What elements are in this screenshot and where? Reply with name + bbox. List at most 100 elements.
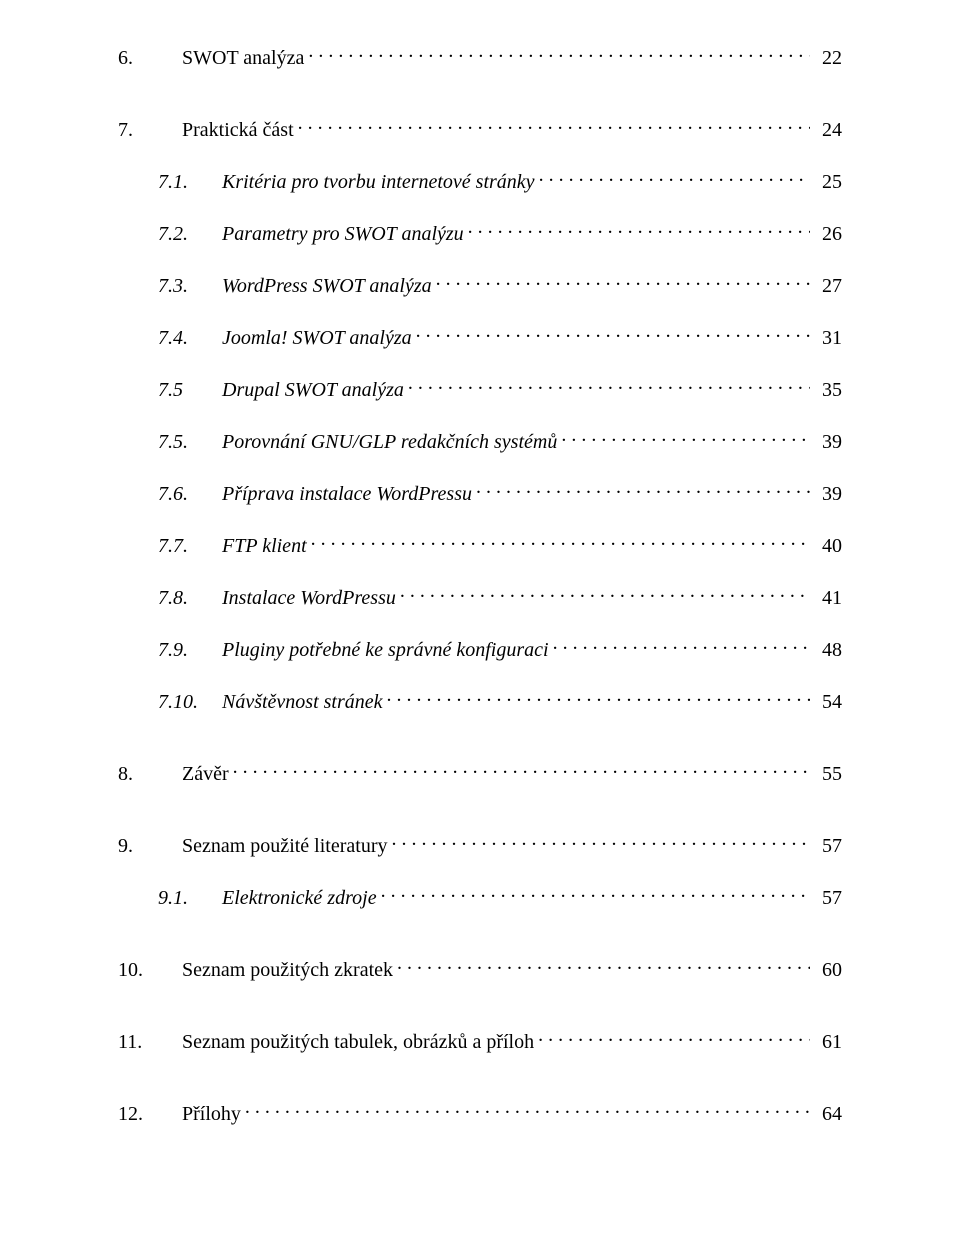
toc-entry-title: WordPress SWOT analýza xyxy=(222,273,432,299)
toc-entry-title: Porovnání GNU/GLP redakčních systémů xyxy=(222,429,557,455)
toc-entry-title: Kritéria pro tvorbu internetové stránky xyxy=(222,169,535,195)
toc-entry-title: FTP klient xyxy=(222,533,307,559)
toc-entry-number: 7.7. xyxy=(158,533,222,559)
toc-entry: 7.5Drupal SWOT analýza35 xyxy=(118,374,842,403)
toc-entry-number: 9. xyxy=(118,833,182,859)
section-gap xyxy=(118,1078,842,1098)
toc-leader-dots xyxy=(416,322,810,344)
toc-entry: 7.6.Příprava instalace WordPressu 39 xyxy=(118,478,842,507)
toc-leader-dots xyxy=(408,374,810,396)
toc-list: 6.SWOT analýza22 7.Praktická část 24 7.1.Kr… xyxy=(118,42,842,1127)
toc-leader-dots xyxy=(561,426,810,448)
toc-entry-number: 7.10. xyxy=(158,689,222,715)
toc-entry-number: 7.5. xyxy=(158,429,222,455)
toc-entry-title: Instalace WordPressu xyxy=(222,585,396,611)
toc-leader-dots xyxy=(233,758,810,780)
toc-entry-number: 7.3. xyxy=(158,273,222,299)
toc-leader-dots xyxy=(468,218,810,240)
section-gap xyxy=(118,94,842,114)
toc-entry-page: 24 xyxy=(814,117,842,143)
toc-entry-number: 7.1. xyxy=(158,169,222,195)
toc-leader-dots xyxy=(387,686,810,708)
toc-entry: 7.1.Kritéria pro tvorbu internetové strá… xyxy=(118,166,842,195)
section-gap xyxy=(118,934,842,954)
toc-entry-number: 11. xyxy=(118,1029,182,1055)
toc-entry: 7.Praktická část 24 xyxy=(118,114,842,143)
toc-entry-title: Parametry pro SWOT analýzu xyxy=(222,221,464,247)
toc-entry-title: Návštěvnost stránek xyxy=(222,689,383,715)
toc-entry-title: Příprava instalace WordPressu xyxy=(222,481,472,507)
toc-leader-dots xyxy=(553,634,810,656)
toc-leader-dots xyxy=(298,114,810,136)
toc-entry-number: 7.5 xyxy=(158,377,222,403)
toc-entry-page: 55 xyxy=(814,761,842,787)
toc-entry-page: 64 xyxy=(814,1101,842,1127)
toc-entry-number: 6. xyxy=(118,45,182,71)
toc-entry-number: 9.1. xyxy=(158,885,222,911)
toc-entry-page: 61 xyxy=(814,1029,842,1055)
toc-entry: 7.7.FTP klient 40 xyxy=(118,530,842,559)
toc-entry-page: 26 xyxy=(814,221,842,247)
toc-entry-page: 39 xyxy=(814,481,842,507)
toc-entry-title: Praktická část xyxy=(182,117,294,143)
toc-entry-page: 41 xyxy=(814,585,842,611)
toc-entry-title: Seznam použitých zkratek xyxy=(182,957,393,983)
toc-entry: 7.10.Návštěvnost stránek 54 xyxy=(118,686,842,715)
toc-entry-page: 54 xyxy=(814,689,842,715)
toc-leader-dots xyxy=(538,1026,810,1048)
toc-entry-number: 7.4. xyxy=(158,325,222,351)
toc-entry-page: 31 xyxy=(814,325,842,351)
toc-entry-title: Elektronické zdroje xyxy=(222,885,377,911)
toc-entry: 11.Seznam použitých tabulek, obrázků a p… xyxy=(118,1026,842,1055)
toc-entry: 9.Seznam použité literatury 57 xyxy=(118,830,842,859)
toc-leader-dots xyxy=(436,270,810,292)
toc-leader-dots xyxy=(391,830,810,852)
toc-entry: 12.Přílohy 64 xyxy=(118,1098,842,1127)
toc-entry-number: 7.9. xyxy=(158,637,222,663)
toc-entry-page: 39 xyxy=(814,429,842,455)
section-gap xyxy=(118,810,842,830)
toc-entry-title: Joomla! SWOT analýza xyxy=(222,325,412,351)
toc-leader-dots xyxy=(311,530,810,552)
section-gap xyxy=(118,1006,842,1026)
toc-entry-title: Seznam použité literatury xyxy=(182,833,387,859)
toc-entry-number: 12. xyxy=(118,1101,182,1127)
toc-entry-number: 7.6. xyxy=(158,481,222,507)
toc-entry-page: 22 xyxy=(814,45,842,71)
toc-entry-page: 60 xyxy=(814,957,842,983)
toc-page: 6.SWOT analýza22 7.Praktická část 24 7.1.Kr… xyxy=(0,0,960,1237)
toc-entry-title: Drupal SWOT analýza xyxy=(222,377,404,403)
toc-entry: 7.2.Parametry pro SWOT analýzu 26 xyxy=(118,218,842,247)
toc-entry: 9.1.Elektronické zdroje 57 xyxy=(118,882,842,911)
toc-entry: 6.SWOT analýza22 xyxy=(118,42,842,71)
toc-entry-number: 7. xyxy=(118,117,182,143)
toc-entry-page: 27 xyxy=(814,273,842,299)
toc-entry-number: 10. xyxy=(118,957,182,983)
toc-entry-number: 7.2. xyxy=(158,221,222,247)
toc-entry-page: 48 xyxy=(814,637,842,663)
toc-leader-dots xyxy=(381,882,810,904)
toc-entry-title: Závěr xyxy=(182,761,229,787)
toc-entry: 7.4.Joomla! SWOT analýza 31 xyxy=(118,322,842,351)
toc-entry: 7.8.Instalace WordPressu 41 xyxy=(118,582,842,611)
toc-entry-number: 7.8. xyxy=(158,585,222,611)
toc-entry-title: Pluginy potřebné ke správné konfiguraci xyxy=(222,637,549,663)
toc-entry-page: 57 xyxy=(814,885,842,911)
toc-leader-dots xyxy=(397,954,810,976)
toc-entry: 10.Seznam použitých zkratek 60 xyxy=(118,954,842,983)
toc-leader-dots xyxy=(539,166,810,188)
toc-entry-page: 57 xyxy=(814,833,842,859)
toc-entry: 7.3.WordPress SWOT analýza 27 xyxy=(118,270,842,299)
toc-entry-number: 8. xyxy=(118,761,182,787)
toc-entry-page: 25 xyxy=(814,169,842,195)
toc-entry: 8.Závěr 55 xyxy=(118,758,842,787)
section-gap xyxy=(118,738,842,758)
toc-entry-title: Přílohy xyxy=(182,1101,241,1127)
toc-leader-dots xyxy=(476,478,810,500)
toc-entry-page: 40 xyxy=(814,533,842,559)
toc-leader-dots xyxy=(400,582,810,604)
toc-leader-dots xyxy=(245,1098,810,1120)
toc-entry: 7.9.Pluginy potřebné ke správné konfigur… xyxy=(118,634,842,663)
toc-leader-dots xyxy=(308,42,810,64)
toc-entry-title: Seznam použitých tabulek, obrázků a příl… xyxy=(182,1029,534,1055)
